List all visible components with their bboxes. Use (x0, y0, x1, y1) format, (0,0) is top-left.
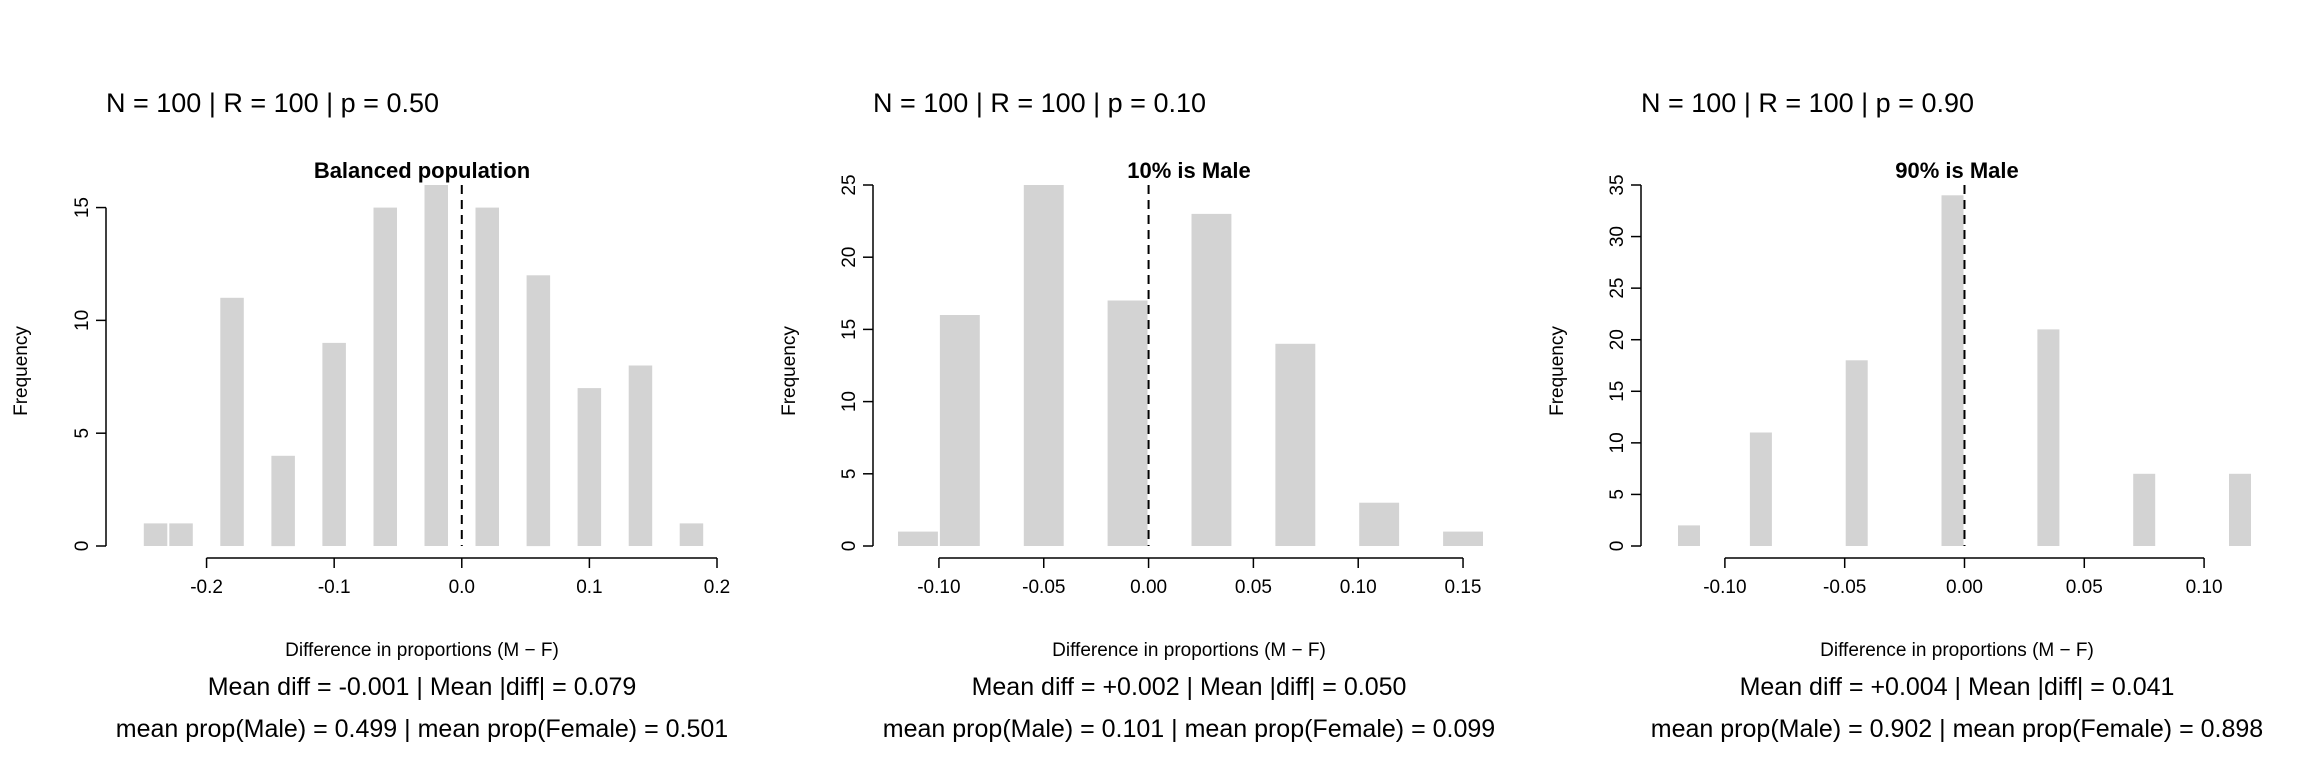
histogram-bar (143, 523, 168, 546)
panel-header: N = 100 | R = 100 | p = 0.50 (106, 88, 439, 118)
x-axis-label: Difference in proportions (M − F) (1820, 640, 2094, 661)
histogram-bar (220, 297, 244, 546)
histogram-bar (373, 207, 397, 546)
stats-mean-prop: mean prop(Male) = 0.101 | mean prop(Fema… (883, 715, 1495, 743)
x-tick-label: 0.15 (1445, 577, 1482, 598)
panel-10pct-male: N = 100 | R = 100 | p = 0.10 10% is Male… (779, 88, 1495, 743)
y-tick-label: 25 (1607, 278, 1628, 299)
histogram-bar (271, 455, 295, 547)
histogram-bar (2037, 329, 2060, 546)
histogram-bar (424, 185, 448, 546)
histogram-bar (526, 275, 551, 547)
histogram-bar (1107, 300, 1148, 546)
chart-title: 10% is Male (1127, 158, 1251, 183)
x-tick-label: 0.05 (2066, 577, 2103, 598)
x-tick-label: 0.1 (576, 577, 602, 598)
y-tick-label: 20 (1607, 329, 1628, 350)
histogram-bar (2229, 473, 2251, 546)
y-tick-label: 0 (1607, 541, 1628, 552)
y-tick-label: 15 (1607, 381, 1628, 402)
y-tick-label: 0 (72, 541, 93, 552)
y-tick-label: 5 (839, 469, 860, 480)
y-tick-label: 15 (839, 319, 860, 340)
y-axis-label: Frequency (11, 326, 32, 416)
chart-title: 90% is Male (1895, 158, 2019, 183)
x-tick-label: 0.05 (1235, 577, 1272, 598)
y-tick-label: 15 (72, 197, 93, 218)
histogram-bar (1845, 360, 1868, 546)
histogram-bar (169, 523, 193, 546)
x-tick-label: 0.2 (704, 577, 730, 598)
panel-header: N = 100 | R = 100 | p = 0.90 (1641, 88, 1974, 118)
x-tick-label: 0.10 (1340, 577, 1377, 598)
y-tick-label: 5 (72, 428, 93, 439)
histogram-bar (679, 523, 704, 546)
stats-mean-diff: Mean diff = +0.004 | Mean |diff| = 0.041 (1740, 673, 2175, 701)
stats-mean-prop: mean prop(Male) = 0.902 | mean prop(Fema… (1651, 715, 2263, 743)
y-axis-label: Frequency (1547, 326, 1568, 416)
panel-balanced: N = 100 | R = 100 | p = 0.50 Balanced po… (11, 88, 730, 743)
histogram-bar (939, 315, 980, 546)
histogram-bar (1678, 525, 1700, 546)
x-tick-label: 0.00 (1130, 577, 1167, 598)
y-tick-label: 10 (839, 391, 860, 412)
histogram-bar (1749, 432, 1772, 546)
x-tick-label: -0.10 (1703, 577, 1746, 598)
y-axis-label: Frequency (779, 326, 800, 416)
x-tick-label: -0.1 (318, 577, 351, 598)
x-tick-label: 0.10 (2186, 577, 2223, 598)
x-tick-label: -0.2 (190, 577, 223, 598)
x-axis-label: Difference in proportions (M − F) (285, 640, 559, 661)
x-tick-label: -0.05 (1022, 577, 1065, 598)
histogram-bar (577, 388, 602, 546)
histogram-bar (1023, 185, 1064, 546)
y-tick-label: 10 (1607, 432, 1628, 453)
histogram-bar (1191, 213, 1232, 546)
y-tick-label: 0 (839, 541, 860, 552)
panel-90pct-male: N = 100 | R = 100 | p = 0.90 90% is Male… (1547, 88, 2263, 743)
y-tick-label: 30 (1607, 226, 1628, 247)
x-tick-label: -0.05 (1823, 577, 1866, 598)
y-tick-label: 5 (1607, 489, 1628, 500)
panel-header: N = 100 | R = 100 | p = 0.10 (873, 88, 1206, 118)
histogram-bar (628, 365, 653, 546)
x-axis-label: Difference in proportions (M − F) (1052, 640, 1326, 661)
y-tick-label: 20 (839, 247, 860, 268)
plot-area: 0 5 10 15 20 25 -0.10 -0.05 0.00 0.05 0.10 0.15 (839, 174, 1483, 598)
chart-title: Balanced population (314, 158, 530, 183)
y-tick-label: 25 (839, 174, 860, 195)
x-tick-label: 0.0 (449, 577, 475, 598)
y-tick-label: 10 (72, 310, 93, 331)
plot-area: 0 5 10 15 -0.2 -0.1 0.0 0.1 0.2 (72, 185, 730, 598)
plot-area: 0 5 10 15 20 25 30 35 -0.10 -0.05 0.00 0.05 0.10 (1607, 174, 2251, 598)
x-tick-label: -0.10 (917, 577, 960, 598)
x-tick-label: 0.00 (1946, 577, 1983, 598)
histogram-bar (1443, 531, 1483, 546)
histogram-bar (2133, 473, 2156, 546)
histogram-bar (322, 342, 346, 546)
histogram-bar (475, 207, 499, 546)
stats-mean-diff: Mean diff = +0.002 | Mean |diff| = 0.050 (972, 673, 1407, 701)
histogram-bar (1359, 502, 1400, 546)
histogram-bar (1941, 195, 1964, 547)
histogram-bar (1275, 343, 1316, 546)
stats-mean-diff: Mean diff = -0.001 | Mean |diff| = 0.079 (208, 673, 637, 701)
histogram-bar (898, 531, 938, 546)
y-tick-label: 35 (1607, 174, 1628, 195)
stats-mean-prop: mean prop(Male) = 0.499 | mean prop(Fema… (116, 715, 728, 743)
